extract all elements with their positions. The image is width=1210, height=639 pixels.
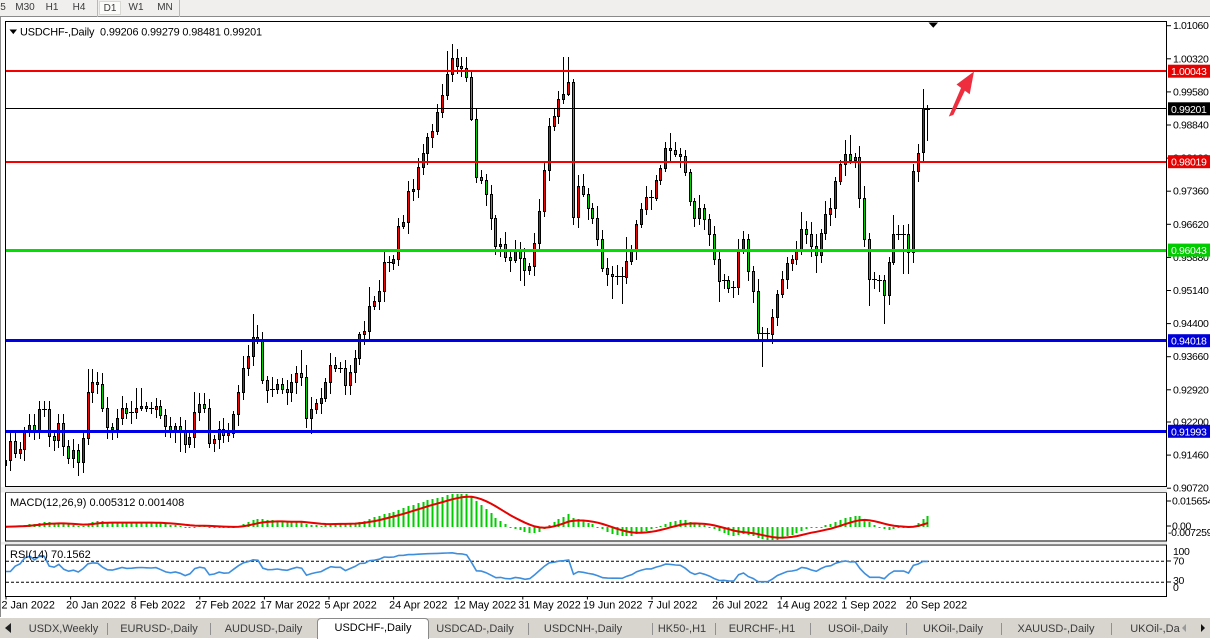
svg-text:1.00043: 1.00043	[1171, 66, 1207, 78]
svg-text:0.90720: 0.90720	[1173, 483, 1209, 495]
svg-text:7 Jul 2022: 7 Jul 2022	[648, 600, 698, 612]
svg-text:0.96043: 0.96043	[1171, 245, 1207, 257]
svg-text:0.95140: 0.95140	[1173, 285, 1209, 297]
svg-text:20 Sep 2022: 20 Sep 2022	[906, 600, 967, 612]
svg-text:27 Feb 2022: 27 Feb 2022	[195, 600, 256, 612]
svg-text:19 Jun 2022: 19 Jun 2022	[583, 600, 642, 612]
svg-text:26 Jul 2022: 26 Jul 2022	[712, 600, 768, 612]
svg-text:RSI(14) 70.1562: RSI(14) 70.1562	[10, 549, 91, 561]
svg-text:1.01060: 1.01060	[1173, 20, 1209, 32]
svg-text:0.98840: 0.98840	[1173, 120, 1209, 132]
svg-text:0.99580: 0.99580	[1173, 86, 1209, 98]
svg-text:0.98019: 0.98019	[1171, 157, 1207, 169]
svg-text:8 Feb 2022: 8 Feb 2022	[131, 600, 186, 612]
svg-text:14 Aug 2022: 14 Aug 2022	[777, 600, 838, 612]
svg-text:1.00320: 1.00320	[1173, 53, 1209, 65]
svg-text:30: 30	[1173, 575, 1184, 587]
svg-text:20 Jan 2022: 20 Jan 2022	[66, 600, 125, 612]
svg-text:0.00: 0.00	[1172, 521, 1192, 533]
svg-text:5 Apr 2022: 5 Apr 2022	[325, 600, 377, 612]
svg-text:2 Jan 2022: 2 Jan 2022	[2, 600, 55, 612]
svg-text:1 Sep 2022: 1 Sep 2022	[841, 600, 896, 612]
svg-text:0.94400: 0.94400	[1173, 318, 1209, 330]
svg-text:0.92920: 0.92920	[1173, 384, 1209, 396]
svg-text:0.97360: 0.97360	[1173, 186, 1209, 198]
svg-text:12 May 2022: 12 May 2022	[454, 600, 516, 612]
svg-text:100: 100	[1173, 546, 1190, 558]
svg-text:0.99201: 0.99201	[1171, 104, 1207, 116]
svg-text:17 Mar 2022: 17 Mar 2022	[260, 600, 321, 612]
svg-text:USDCHF-,Daily 0.99206 0.99279: USDCHF-,Daily 0.99206 0.99279 0.98481 0.…	[20, 27, 262, 39]
svg-text:0.93660: 0.93660	[1173, 351, 1209, 363]
svg-text:-0.007259: -0.007259	[1168, 527, 1210, 539]
svg-text:0.96620: 0.96620	[1173, 219, 1209, 231]
svg-text:24 Apr 2022: 24 Apr 2022	[389, 600, 447, 612]
svg-text:0.91993: 0.91993	[1171, 426, 1207, 438]
svg-text:0.94018: 0.94018	[1171, 336, 1207, 348]
svg-text:0.015654: 0.015654	[1172, 496, 1210, 508]
svg-text:70: 70	[1173, 556, 1184, 568]
svg-text:MACD(12,26,9) 0.005312 0.00140: MACD(12,26,9) 0.005312 0.001408	[10, 497, 184, 509]
svg-text:31 May 2022: 31 May 2022	[518, 600, 580, 612]
svg-text:0.91460: 0.91460	[1173, 450, 1209, 462]
svg-text:0: 0	[1173, 582, 1179, 594]
